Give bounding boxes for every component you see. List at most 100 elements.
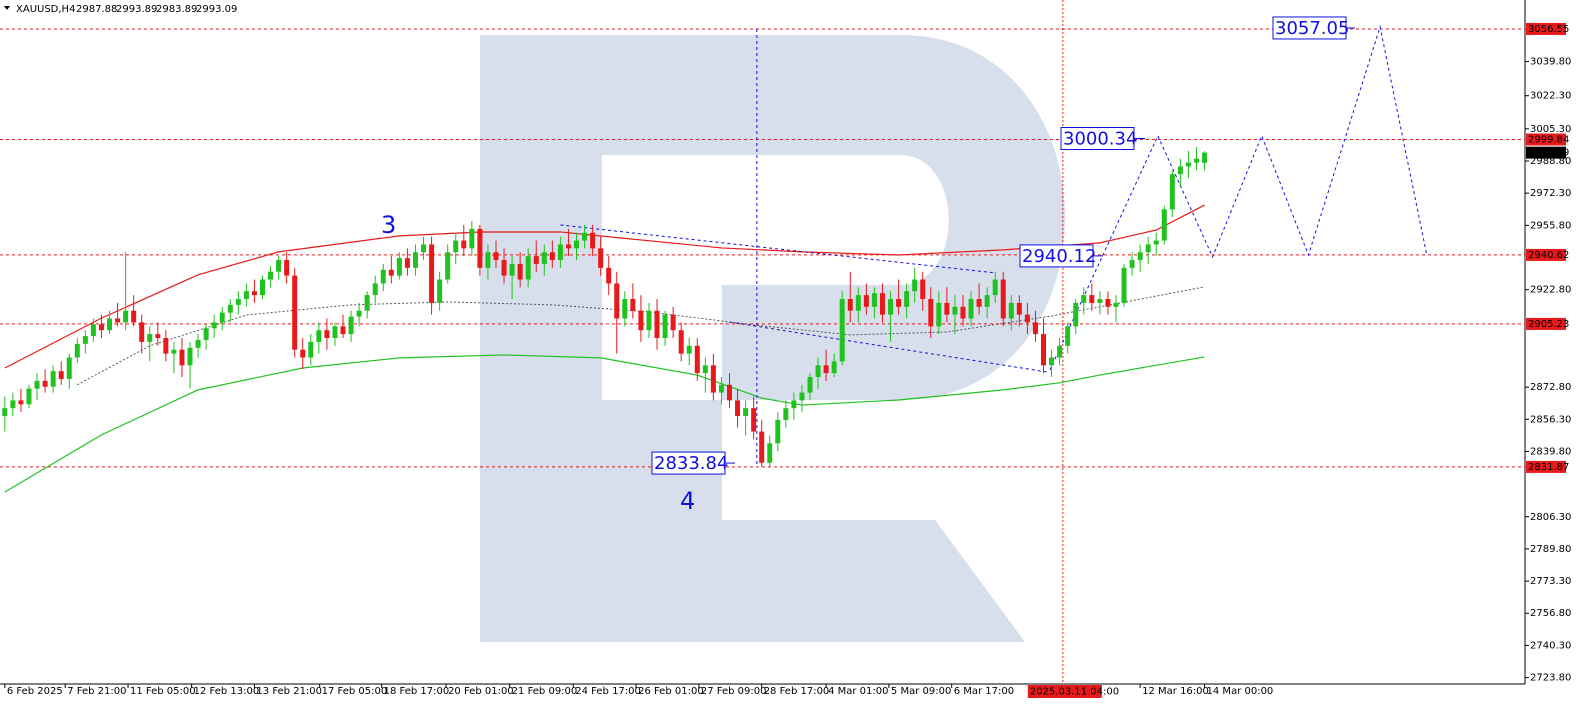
candle-body bbox=[928, 299, 934, 327]
candle-body bbox=[219, 312, 225, 323]
x-tick-label: 14 Mar 00:00 bbox=[1207, 686, 1274, 697]
y-tick-label: 3005.30 bbox=[1530, 124, 1571, 135]
candle-body bbox=[654, 310, 660, 339]
x-tick-label: 24 Feb 17:00 bbox=[575, 686, 641, 697]
candle-body bbox=[1041, 334, 1047, 366]
candle-body bbox=[1129, 260, 1135, 268]
x-tick-label: 20 Feb 01:00 bbox=[448, 686, 514, 697]
x-tick-label: 6 Feb 2025 bbox=[7, 686, 63, 697]
candle-body bbox=[98, 324, 104, 331]
candle-body bbox=[227, 304, 233, 313]
candle-body bbox=[622, 299, 628, 319]
candle-body bbox=[1193, 158, 1199, 163]
candle-body bbox=[469, 228, 475, 249]
candle-body bbox=[364, 295, 370, 311]
watermark bbox=[480, 35, 1065, 642]
candle-body bbox=[1169, 174, 1175, 210]
candle-body bbox=[630, 299, 636, 311]
candle-body bbox=[163, 338, 169, 354]
price-label: 3057.05 bbox=[1275, 18, 1349, 39]
candle-body bbox=[485, 252, 491, 268]
candle-body bbox=[549, 252, 555, 261]
price-tag-label: 3056.55 bbox=[1528, 24, 1569, 35]
candle-body bbox=[710, 365, 716, 393]
candle-body bbox=[155, 334, 161, 339]
y-tick-label: 3022.30 bbox=[1530, 91, 1571, 102]
candle-body bbox=[670, 314, 676, 331]
candle-body bbox=[896, 299, 902, 307]
x-tick-label: 26 Feb 01:00 bbox=[638, 686, 704, 697]
current-price-label: 2993.09 bbox=[1528, 148, 1569, 159]
candle-body bbox=[1081, 295, 1087, 303]
y-tick-label: 2922.80 bbox=[1530, 285, 1571, 296]
candle-body bbox=[171, 349, 177, 354]
candle-body bbox=[847, 299, 853, 311]
candle-body bbox=[348, 316, 354, 335]
x-tick-label: 28 Feb 17:00 bbox=[764, 686, 830, 697]
candle-body bbox=[1177, 166, 1183, 175]
candle-body bbox=[791, 400, 797, 409]
candle-body bbox=[912, 279, 918, 292]
y-tick-label: 2856.30 bbox=[1530, 414, 1571, 425]
y-tick-label: 2972.30 bbox=[1530, 188, 1571, 199]
candle-body bbox=[541, 252, 547, 264]
candle-body bbox=[606, 267, 612, 284]
candle-body bbox=[1016, 302, 1022, 315]
x-tick-label: 4 Mar 01:00 bbox=[828, 686, 888, 697]
candle-body bbox=[775, 419, 781, 444]
x-tick-label: 21 Feb 09:00 bbox=[512, 686, 578, 697]
candle-body bbox=[871, 293, 877, 307]
candle-body bbox=[26, 388, 32, 405]
y-tick-label: 2773.30 bbox=[1530, 576, 1571, 587]
candle-body bbox=[590, 232, 596, 249]
candle-body bbox=[50, 371, 56, 387]
x-tick-label: 13 Feb 21:00 bbox=[256, 686, 322, 697]
candle-body bbox=[332, 326, 338, 339]
candle-body bbox=[751, 408, 757, 432]
candle-body bbox=[1057, 345, 1063, 358]
candle-body bbox=[557, 244, 563, 261]
candle-body bbox=[767, 443, 773, 463]
candle-body bbox=[855, 295, 861, 311]
candle-body bbox=[823, 365, 829, 374]
candle-body bbox=[976, 299, 982, 307]
candle-body bbox=[839, 299, 845, 362]
candle-body bbox=[356, 310, 362, 317]
candle-body bbox=[960, 306, 966, 319]
candle-body bbox=[18, 400, 24, 405]
price-tag-label: 2940.62 bbox=[1528, 250, 1569, 261]
candle-body bbox=[107, 318, 113, 331]
candle-body bbox=[147, 334, 153, 342]
candle-body bbox=[1185, 162, 1191, 167]
candle-body bbox=[187, 347, 193, 366]
candle-body bbox=[1113, 302, 1119, 307]
y-tick-label: 2839.80 bbox=[1530, 446, 1571, 457]
price-label: 3000.34 bbox=[1063, 129, 1137, 150]
candle-body bbox=[831, 361, 837, 374]
candle-body bbox=[131, 310, 137, 323]
candle-body bbox=[235, 299, 241, 305]
candle-body bbox=[517, 263, 523, 280]
candle-body bbox=[678, 330, 684, 354]
candle-body bbox=[735, 400, 741, 416]
header-value: 2993.89 bbox=[116, 4, 157, 15]
price-tag-label: 2831.87 bbox=[1528, 462, 1569, 473]
candle-body bbox=[308, 341, 314, 358]
y-tick-label: 2806.30 bbox=[1530, 512, 1571, 523]
x-tick-label: 27 Feb 09:00 bbox=[701, 686, 767, 697]
candle-body bbox=[115, 318, 121, 323]
candle-body bbox=[10, 400, 16, 409]
candle-body bbox=[284, 260, 290, 276]
price-tag-label: 2999.84 bbox=[1528, 134, 1569, 145]
candle-body bbox=[1024, 314, 1030, 323]
candle-body bbox=[662, 314, 668, 339]
y-tick-label: 2789.80 bbox=[1530, 544, 1571, 555]
x-tick-label: 7 Feb 21:00 bbox=[67, 686, 126, 697]
candle-body bbox=[501, 260, 507, 276]
candle-body bbox=[702, 365, 708, 374]
price-tag bbox=[1526, 248, 1566, 261]
candle-body bbox=[743, 408, 749, 416]
candle-body bbox=[533, 256, 539, 264]
y-tick-label: 2988.80 bbox=[1530, 156, 1571, 167]
